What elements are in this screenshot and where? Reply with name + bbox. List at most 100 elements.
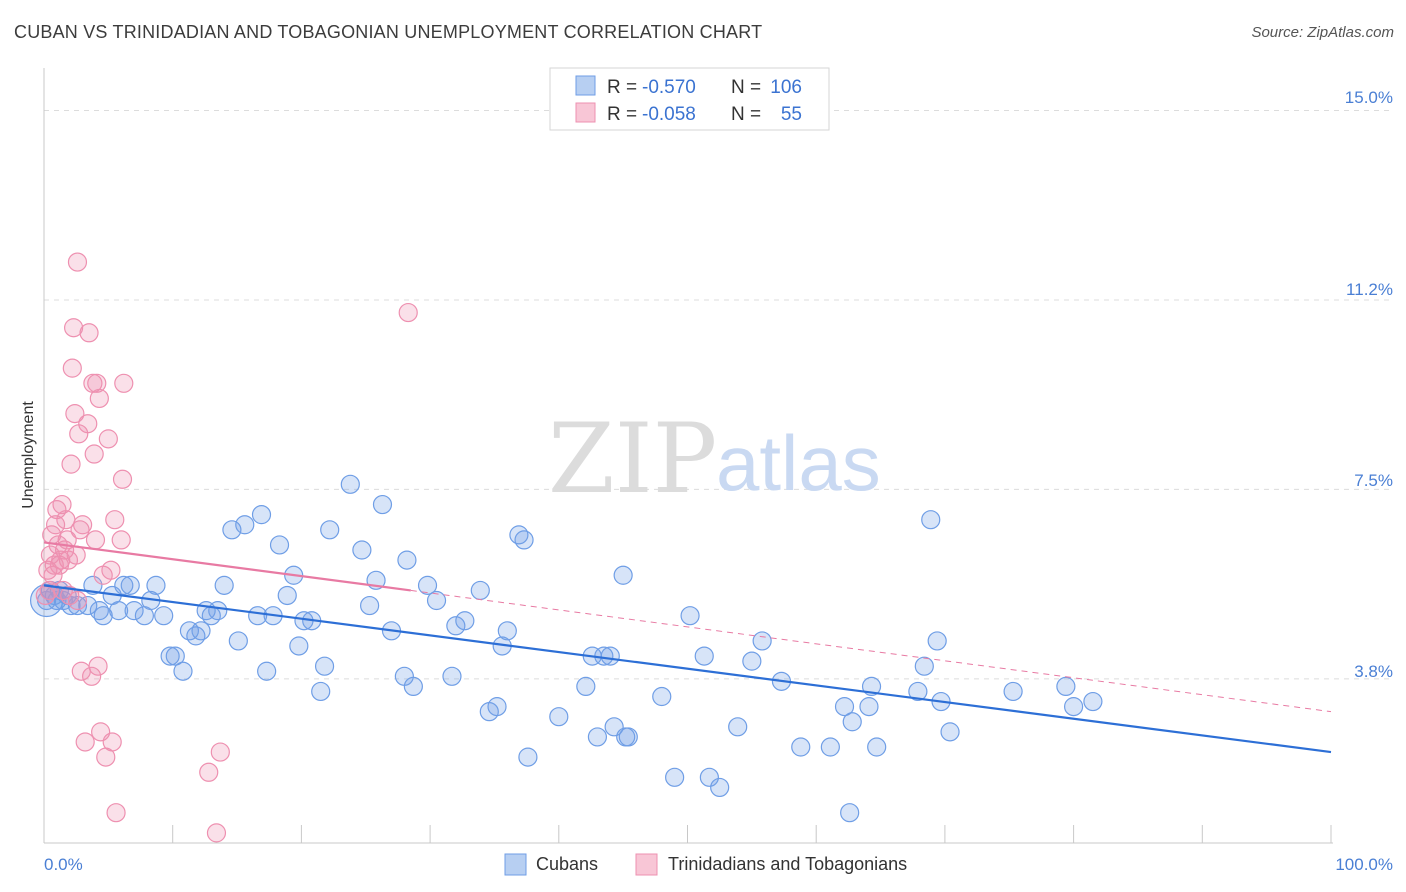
cubans-point-42 [289, 636, 309, 656]
cubans-point-60 [446, 616, 466, 636]
trini-point-22 [67, 252, 88, 272]
cubans-point-49 [352, 540, 372, 560]
cubans-point-106 [1063, 697, 1084, 717]
cubans-point-107 [1083, 691, 1103, 712]
trini-point-46 [112, 469, 133, 489]
cubans-point-95 [859, 697, 879, 717]
cubans-point-30 [208, 601, 228, 621]
cubans-point-85 [710, 777, 730, 798]
cubans-point-69 [518, 747, 538, 767]
trini-point-50 [210, 742, 230, 762]
cubans-point-91 [820, 737, 840, 757]
cubans-point-40 [277, 585, 297, 606]
cubans-point-97 [867, 737, 887, 757]
trini-point-6 [45, 515, 66, 535]
trini-point-35 [88, 656, 108, 676]
cubans-point-35 [248, 606, 268, 626]
cubans-point-48 [340, 474, 360, 494]
y-tick-label-11: 11.2% [1346, 280, 1393, 299]
cubans-point-62 [470, 580, 490, 601]
cubans-point-21 [154, 606, 174, 626]
watermark-atlas: atlas [716, 419, 881, 507]
legend-r-value-cubans: -0.570 [642, 77, 696, 98]
cubans-point-36 [251, 505, 272, 525]
cubans-point-31 [214, 575, 234, 595]
bottom-legend-cubans-label: Cubans [536, 854, 598, 874]
y-axis-label: Unemployment [20, 401, 37, 509]
trini-point-53 [58, 550, 79, 570]
cubans-point-16 [120, 575, 140, 595]
trini-trend-line [43, 541, 411, 592]
cubans-point-20 [146, 575, 166, 595]
cubans-point-58 [426, 590, 447, 611]
cubans-point-84 [699, 767, 719, 787]
trend-layer [43, 541, 1332, 754]
trini-point-19 [64, 318, 84, 338]
cubans-point-105 [1056, 676, 1076, 697]
cubans-point-70 [549, 707, 569, 727]
trini-point-28 [78, 414, 98, 434]
cubans-point-22 [160, 646, 180, 666]
cubans-point-81 [665, 767, 685, 787]
trini-point-49 [206, 823, 227, 843]
trini-swatch [575, 102, 596, 123]
bottom-legend-trini-swatch [635, 853, 658, 876]
trini-point-10 [51, 550, 71, 570]
cubans-point-79 [618, 727, 638, 747]
trini-point-52 [39, 580, 59, 601]
trini-point-26 [73, 515, 93, 535]
x-tick-label-100: 100.0% [1335, 855, 1393, 874]
trini-point-11 [52, 494, 72, 515]
cubans-point-52 [372, 494, 393, 515]
cubans-point-101 [927, 631, 947, 651]
cubans-point-104 [1003, 681, 1023, 702]
cubans-point-45 [311, 681, 331, 702]
bottom-legend-cubans-swatch [504, 853, 527, 876]
trini-point-33 [85, 530, 106, 550]
legend-r-label-trini: R = [607, 104, 637, 125]
cubans-point-39 [269, 535, 290, 555]
cubans-point-86 [728, 717, 748, 737]
trini-point-44 [106, 803, 126, 823]
y-tick-label-15: 15.0% [1345, 88, 1393, 107]
cubans-point-68 [514, 530, 534, 550]
trini-point-41 [101, 560, 121, 580]
cubans-point-99 [914, 656, 934, 676]
cubans-point-56 [403, 676, 423, 697]
source-label: Source: ZipAtlas.com [1251, 24, 1394, 41]
watermark: ZIP atlas [548, 403, 881, 515]
legend-n-value-cubans: 106 [770, 77, 802, 98]
legend-n-label-trini: N = [731, 104, 761, 125]
y-tick-label-7: 7.5% [1354, 471, 1393, 490]
series-legend: Cubans Trinidadians and Tobagonians [504, 853, 907, 876]
cubans-point-87 [742, 651, 762, 671]
cubans-point-80 [652, 686, 672, 707]
trini-point-54 [67, 590, 88, 611]
trini-point-17 [61, 454, 81, 474]
legend-n-value-trini: 55 [781, 104, 802, 125]
legend-r-value-trini: -0.058 [642, 104, 696, 125]
cubans-point-10 [83, 575, 103, 595]
cubans-point-15 [114, 575, 134, 595]
cubans-point-33 [228, 631, 248, 651]
trini-point-4 [43, 565, 63, 585]
cubans-point-92 [834, 697, 855, 717]
trini-point-18 [62, 358, 82, 378]
cubans-point-59 [442, 666, 462, 686]
trini-point-36 [89, 388, 109, 409]
trini-point-48 [199, 762, 219, 782]
trini-point-45 [111, 530, 131, 550]
legend-r-label-cubans: R = [607, 77, 637, 98]
trini-point-42 [102, 732, 122, 752]
trini-point-12 [53, 580, 73, 601]
trini-point-24 [70, 520, 90, 540]
cubans-point-77 [613, 565, 633, 585]
cubans-point-90 [791, 737, 811, 757]
chart-title: CUBAN VS TRINIDADIAN AND TOBAGONIAN UNEM… [14, 22, 763, 42]
cubans-point-71 [576, 676, 596, 697]
trini-trend-line-extension [410, 589, 1332, 713]
cubans-point-50 [360, 595, 380, 616]
cubans-point-83 [694, 646, 714, 666]
cubans-point-9 [78, 595, 98, 616]
